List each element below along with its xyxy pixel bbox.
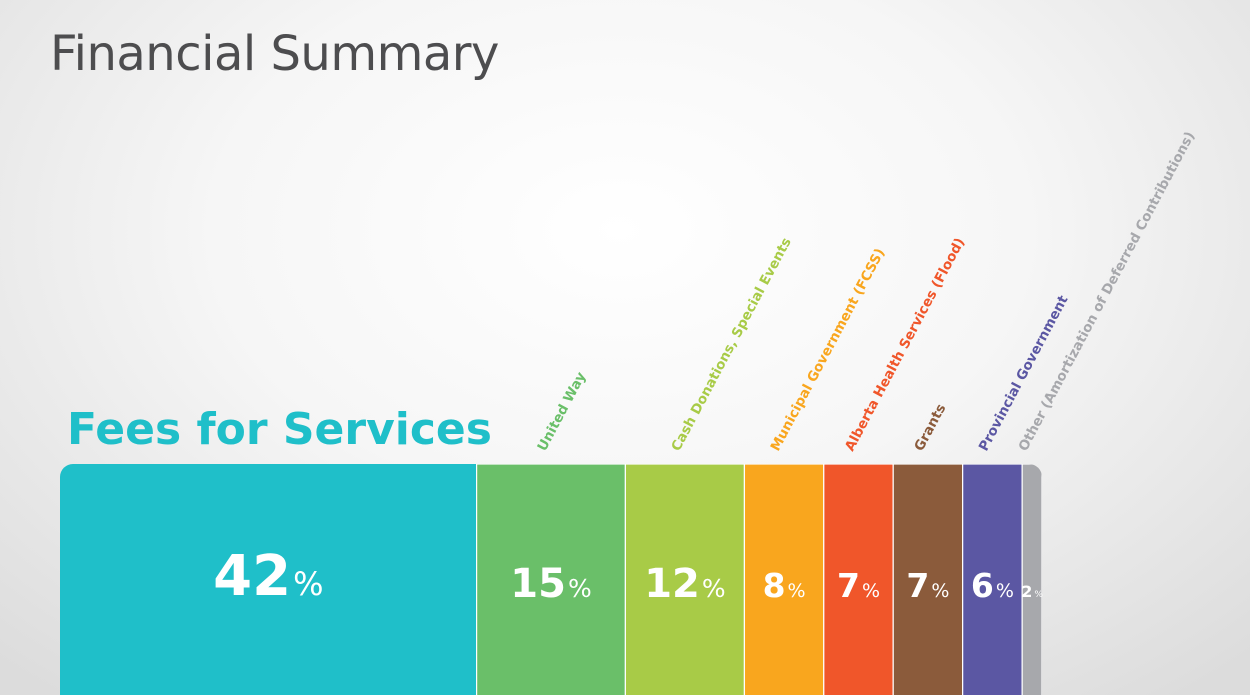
bar-segment-alberta-health-services-flood [823,464,894,695]
value-label-other-amortization-of-deferred-contributions: 2% [1021,582,1043,601]
bar-segment-municipal-government-fcss [743,464,825,695]
category-label-united-way: United Way [534,369,589,454]
value-label-united-way: 15% [510,561,591,607]
bar-segment-other-amortization-of-deferred-contributions [1021,464,1042,695]
value-label-municipal-government-fcss: 8% [763,566,806,605]
category-label-cash-donations-special-events: Cash Donations, Special Events [668,235,794,454]
bar-segment-united-way [476,464,626,695]
page-title: Financial Summary [50,26,499,82]
category-label-alberta-health-services-flood: Alberta Health Services (Flood) [842,235,968,454]
category-label-grants: Grants [911,401,949,454]
category-label-fees-for-services: Fees for Services [67,404,492,455]
bar-segment-fees-for-services [60,464,477,695]
bar-segment-cash-donations-special-events [624,464,746,695]
value-label-fees-for-services: 42% [213,544,323,609]
category-label-other-amortization-of-deferred-contributions: Other (Amortization of Deferred Contribu… [1015,129,1198,454]
value-label-grants: 7% [906,566,949,605]
bar-segment-provincial-government [962,464,1023,695]
value-label-provincial-government: 6% [971,566,1014,605]
value-label-cash-donations-special-events: 12% [644,561,725,607]
value-label-alberta-health-services-flood: 7% [837,566,880,605]
